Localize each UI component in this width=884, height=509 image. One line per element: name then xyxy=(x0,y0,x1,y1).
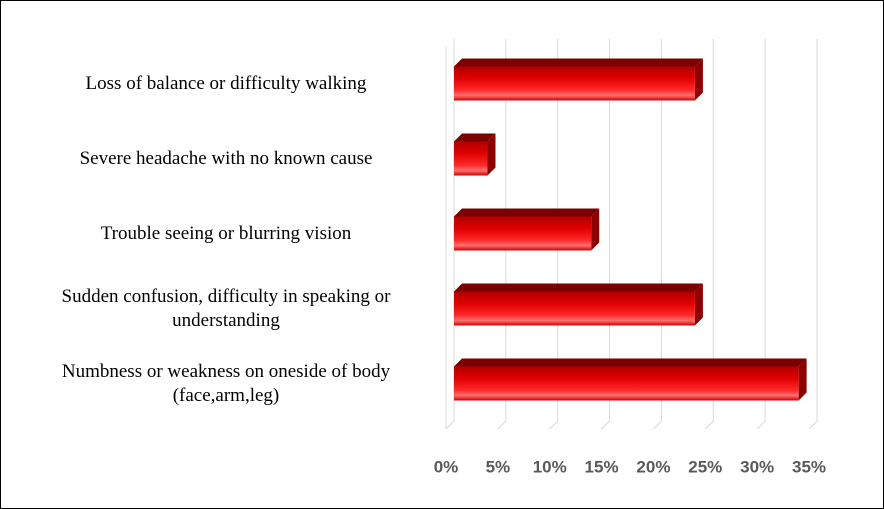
bar xyxy=(454,58,703,101)
x-tick-label: 5% xyxy=(486,457,511,476)
bar-top xyxy=(454,283,703,292)
grid-line xyxy=(653,39,662,430)
grid-line xyxy=(601,39,611,430)
x-tick-label: 20% xyxy=(636,457,670,476)
category-label: Sudden confusion, difficulty in speaking… xyxy=(61,285,391,331)
grid-line xyxy=(756,39,766,430)
category-label: Severe headache with no known cause xyxy=(79,147,373,169)
bar-front xyxy=(454,366,799,401)
grid-line xyxy=(497,39,507,430)
bar xyxy=(454,358,807,401)
category-label: Trouble seeing or blurring vision xyxy=(100,222,352,244)
bar-side xyxy=(694,58,703,101)
grid-line xyxy=(704,39,714,430)
bar-top xyxy=(454,133,496,142)
x-tick-label: 15% xyxy=(585,457,619,476)
bar-top xyxy=(454,358,807,367)
x-tick-label: 0% xyxy=(434,457,459,476)
bar xyxy=(454,283,703,326)
bar-side xyxy=(798,358,807,401)
bar xyxy=(454,133,496,176)
x-tick-label: 10% xyxy=(533,457,567,476)
x-tick-label: 30% xyxy=(740,457,774,476)
x-tick-label: 25% xyxy=(688,457,722,476)
grid-line xyxy=(549,39,559,430)
bar-front xyxy=(454,66,695,101)
bar-side xyxy=(487,133,496,176)
bar-side xyxy=(591,208,600,251)
grid-line xyxy=(445,39,455,430)
x-tick-label: 35% xyxy=(792,457,826,476)
grid-line xyxy=(808,39,818,430)
category-label: Loss of balance or difficulty walking xyxy=(85,72,367,94)
bar-front xyxy=(454,141,488,176)
bar-top xyxy=(454,58,703,67)
category-label: Numbness or weakness on oneside of body … xyxy=(61,360,391,406)
bar-top xyxy=(454,208,600,217)
bar-front xyxy=(454,291,695,326)
bar-front xyxy=(454,216,592,251)
bar-side xyxy=(694,283,703,326)
bar xyxy=(454,208,600,251)
